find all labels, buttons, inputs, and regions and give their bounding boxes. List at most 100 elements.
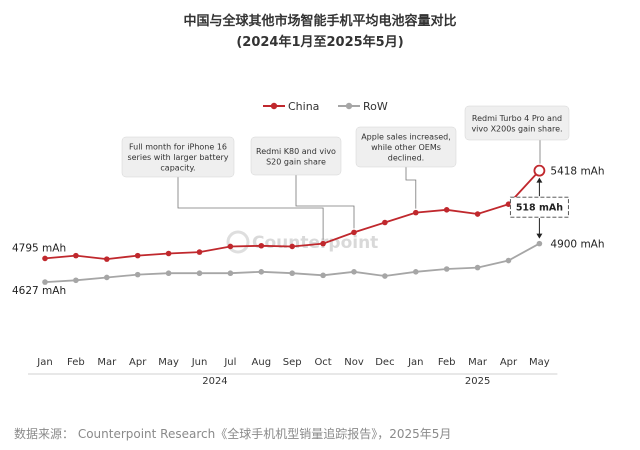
annotation-text-line: while other OEMs <box>371 143 441 152</box>
year-label-2025: 2025 <box>465 376 490 387</box>
annotation-leader-line <box>177 177 324 240</box>
start-label-china: 4795 mAh <box>12 242 66 254</box>
annotation-box <box>464 105 570 141</box>
data-point-china-13 <box>413 209 419 216</box>
end-label-row: 4900 mAh <box>550 239 604 251</box>
watermark-logo-icon <box>226 230 250 254</box>
data-point-china-2 <box>73 252 79 259</box>
end-label-china: 5418 mAh <box>550 166 604 178</box>
x-tick-label-14: Feb <box>438 357 456 368</box>
annotation-3: Apple sales increased,while other OEMs de… <box>355 126 457 209</box>
chart-subtitle: (2024年1月至2025年5月) <box>236 34 403 50</box>
x-tick-label-13: Jan <box>407 357 423 368</box>
annotation-text-line: S20 gain share <box>266 157 326 166</box>
data-point-row-2 <box>73 277 79 284</box>
annotation-leader-line <box>295 175 355 229</box>
legend-marker-china <box>270 102 278 110</box>
x-tick-label-15: Mar <box>468 357 488 368</box>
annotation-text-line: vivo X200s gain share. <box>471 124 562 133</box>
x-tick-label-10: Oct <box>314 357 331 368</box>
x-tick-label-6: Jun <box>191 357 208 368</box>
chart-title: 中国与全球其他市场智能手机平均电池容量对比 <box>183 13 456 29</box>
x-axis: Jan Feb Mar Apr May Jun Jul Aug Sep Oct Nov Dec Jan F… <box>28 357 558 387</box>
data-point-china-6 <box>196 249 203 255</box>
data-point-row-9 <box>289 270 296 277</box>
annotation-text-line: Apple sales increased, <box>361 133 451 142</box>
difference-label: 518 mAh <box>516 203 563 214</box>
data-point-china-may-end <box>533 164 546 177</box>
data-point-china-8 <box>258 242 265 249</box>
data-point-row-15 <box>474 264 481 271</box>
difference-arrowhead-up <box>536 177 543 183</box>
data-point-china-7 <box>227 243 234 250</box>
data-point-row-6 <box>196 270 203 277</box>
legend-marker-row <box>345 102 353 110</box>
x-tick-label-4: Apr <box>129 357 147 368</box>
watermark-text: Counterpoint <box>252 233 378 253</box>
difference-arrowhead-down <box>536 233 543 239</box>
data-point-china-14 <box>443 207 450 213</box>
annotation-text-line: declined. <box>388 154 424 163</box>
annotation-box <box>121 136 235 178</box>
x-tick-label-2: Feb <box>67 357 85 368</box>
x-tick-label-7: Jul <box>223 357 236 368</box>
data-point-row-8 <box>258 269 265 275</box>
data-point-row-13 <box>413 269 419 275</box>
legend-label-row: RoW <box>363 100 388 113</box>
annotation-box <box>355 126 457 168</box>
data-point-row-17 <box>536 240 543 247</box>
data-point-row-14 <box>443 266 450 272</box>
x-tick-label-8: Aug <box>252 357 272 368</box>
annotation-text-line: Redmi Turbo 4 Pro and <box>472 114 562 123</box>
data-point-china-10 <box>320 240 326 247</box>
value-labels: 4795 mAh 4627 mAh 5418 mAh 4900 mAh <box>12 166 605 297</box>
data-point-china-11 <box>351 229 357 236</box>
x-tick-label-17: May <box>529 357 550 368</box>
data-point-row-10 <box>320 272 326 279</box>
x-tick-label-16: Apr <box>500 357 518 368</box>
annotation-text-line: Redmi K80 and vivo <box>256 147 336 156</box>
data-point-row-7 <box>227 270 234 277</box>
x-tick-label-11: Nov <box>344 357 364 368</box>
difference-box <box>509 196 569 218</box>
annotation-text-line: series with larger battery <box>127 153 228 162</box>
data-point-china-3 <box>104 256 110 262</box>
year-label-2024: 2024 <box>202 376 227 387</box>
annotation-text-line: capacity. <box>160 164 195 173</box>
data-point-row-1 <box>42 279 48 285</box>
x-tick-label-12: Dec <box>375 357 394 368</box>
x-tick-label-5: May <box>158 357 179 368</box>
source-note: 数据来源： Counterpoint Research《全球手机机型销量追踪报告… <box>14 426 451 441</box>
series-lines <box>44 169 541 283</box>
data-point-row-4 <box>134 271 141 278</box>
data-point-row-12 <box>382 273 388 279</box>
annotation-text-line: Full month for iPhone 16 <box>129 143 227 152</box>
annotation-box <box>250 136 342 176</box>
data-point-china-5 <box>165 250 172 257</box>
difference-marker: 518 mAh <box>509 177 569 239</box>
data-point-china-9 <box>289 243 296 250</box>
x-tick-label-3: Mar <box>97 357 117 368</box>
annotation-leader-line <box>405 167 417 209</box>
data-point-china-1 <box>42 255 48 262</box>
series-points <box>42 164 546 285</box>
data-point-row-5 <box>165 270 172 277</box>
legend: China RoW <box>263 100 388 113</box>
start-label-row: 4627 mAh <box>12 285 66 297</box>
data-point-china-12 <box>382 219 388 226</box>
watermark: Counterpoint <box>226 230 378 254</box>
data-point-row-11 <box>351 269 357 275</box>
legend-label-china: China <box>288 100 319 113</box>
data-point-row-16 <box>505 257 512 264</box>
x-tick-label-1: Jan <box>36 357 52 368</box>
data-point-china-15 <box>474 211 481 217</box>
data-point-china-16 <box>505 201 512 207</box>
data-point-row-3 <box>104 274 110 281</box>
x-tick-label-9: Sep <box>283 357 302 368</box>
